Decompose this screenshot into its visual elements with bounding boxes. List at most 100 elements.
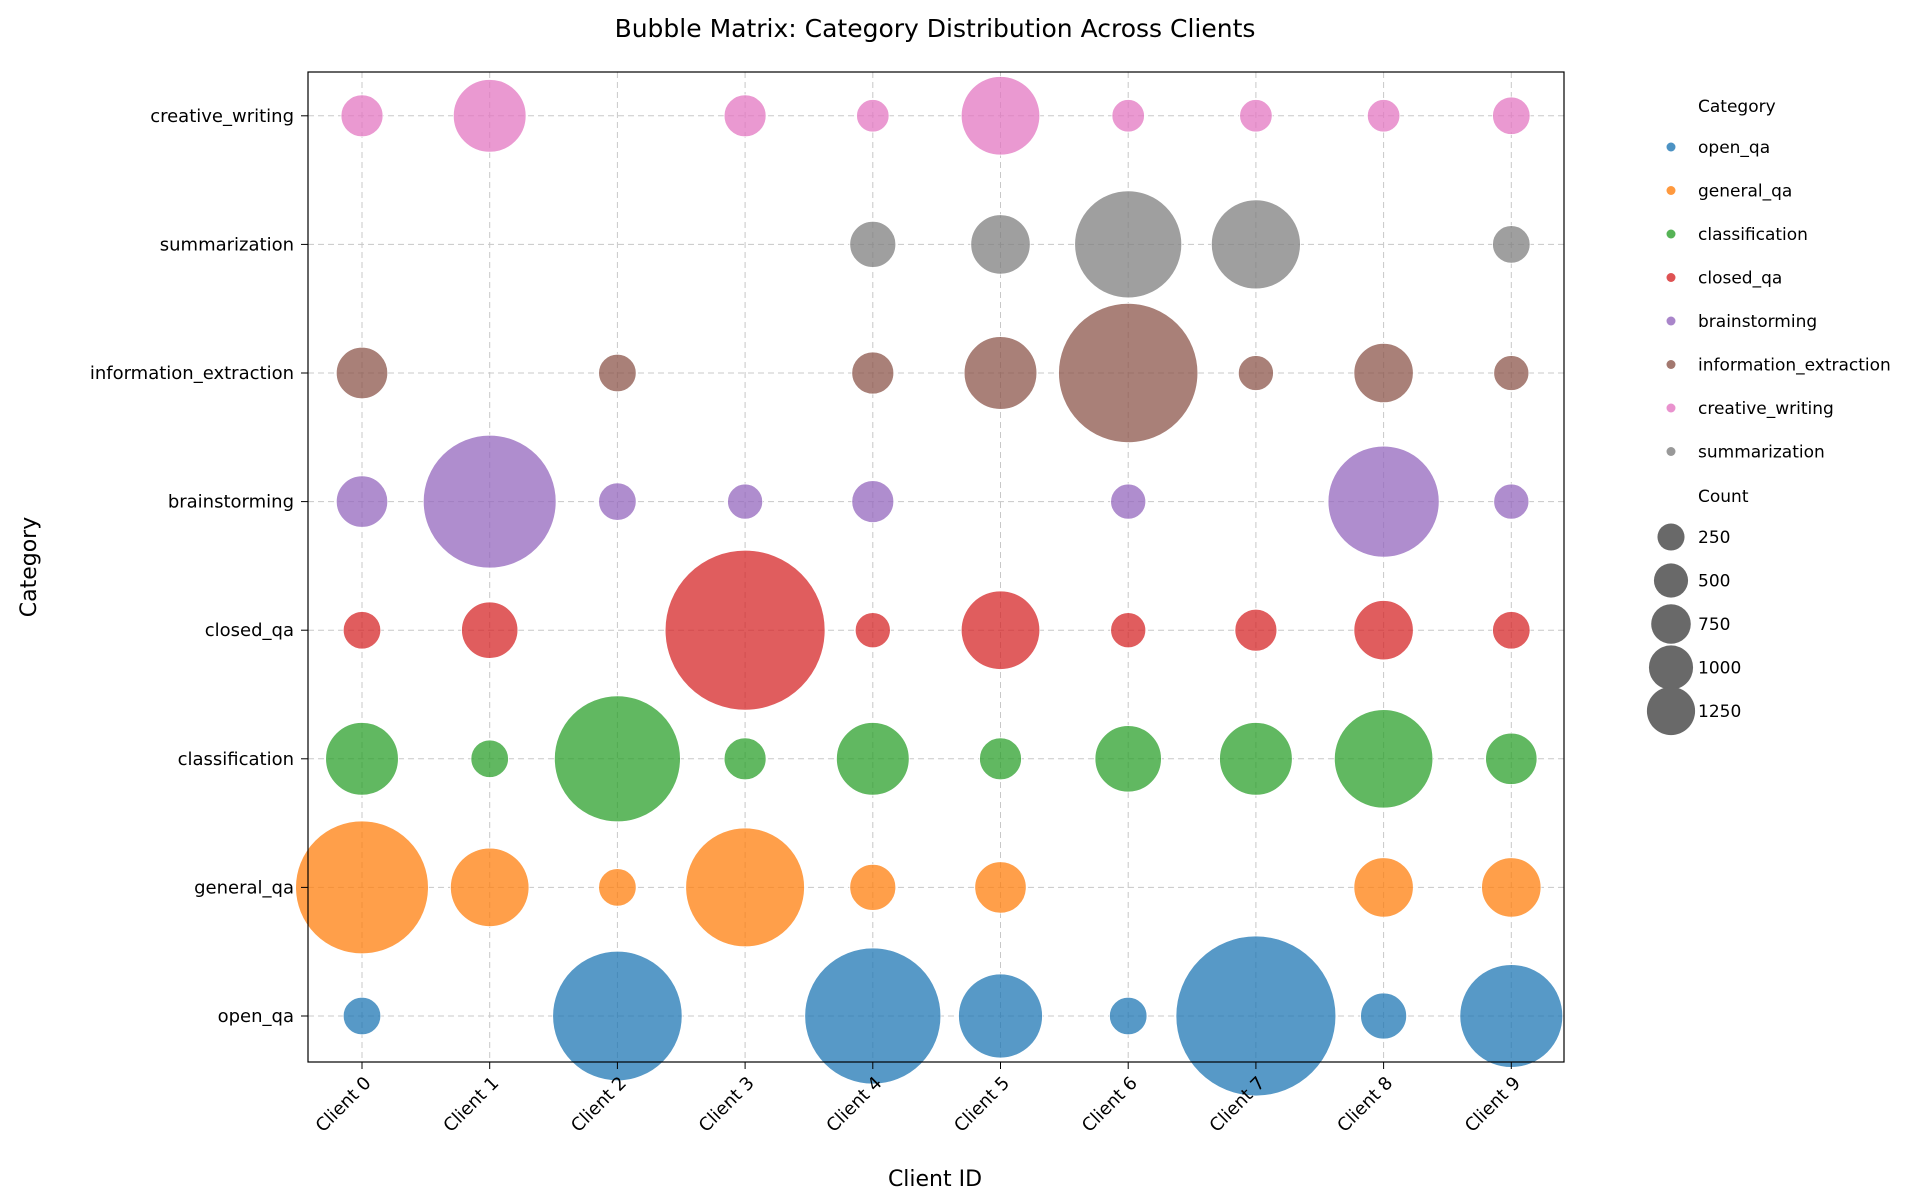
bubble-general-qa-client-3 (685, 827, 805, 948)
x-tick-label-client-0: Client 0 (312, 1073, 376, 1137)
x-tick-label-client-8: Client 8 (1333, 1073, 1397, 1137)
y-axis-label: Category (17, 517, 42, 618)
bubble-brainstorming-client-9 (1493, 483, 1530, 520)
bubble-information-extraction-client-6 (1058, 302, 1199, 444)
bubble-brainstorming-client-1 (422, 434, 557, 569)
legend-label-general-qa: general_qa (1698, 182, 1792, 202)
bubble-open-qa-client-8 (1360, 992, 1408, 1040)
legend-marker-creative-writing (1666, 403, 1676, 413)
bubble-closed-qa-client-6 (1110, 612, 1147, 649)
bubble-summarization-client-6 (1074, 190, 1183, 299)
bubble-summarization-client-4 (849, 220, 897, 268)
legend-size-label-500: 500 (1698, 572, 1730, 592)
y-tick-label-general-qa: general_qa (194, 877, 294, 898)
bubble-brainstorming-client-8 (1327, 445, 1440, 558)
legend-size-marker-750 (1651, 604, 1691, 644)
bubble-general-qa-client-8 (1353, 857, 1414, 918)
bubble-open-qa-client-9 (1459, 964, 1564, 1068)
y-tick-label-classification: classification (178, 749, 294, 770)
legend-label-classification: classification (1698, 225, 1808, 245)
bubble-information-extraction-client-5 (963, 336, 1038, 410)
bubble-creative-writing-client-3 (723, 94, 767, 138)
legend: Category open_qa general_qa classification… (1646, 97, 1891, 736)
bubble-general-qa-client-1 (450, 847, 530, 928)
y-tick-label-brainstorming: brainstorming (168, 492, 294, 513)
bubble-general-qa-client-5 (974, 861, 1027, 914)
legend-size-label-1000: 1000 (1698, 659, 1741, 679)
legend-size-marker-1250 (1646, 686, 1696, 736)
legend-marker-general-qa (1666, 186, 1676, 195)
y-tick-label-summarization: summarization (160, 234, 294, 255)
legend-size-marker-1000 (1648, 645, 1694, 690)
chart-title: Bubble Matrix: Category Distribution Acr… (615, 14, 1256, 43)
legend-size-label-250: 250 (1698, 528, 1730, 548)
x-tick-label-client-3: Client 3 (695, 1073, 759, 1137)
x-tick-label-client-4: Client 4 (822, 1073, 886, 1137)
plot-frame (307, 71, 1565, 1063)
legend-category-items: open_qa general_qa classification closed_qa… (1666, 138, 1891, 463)
legend-count-items: 250 500 750 1000 1250 (1646, 523, 1741, 736)
bubble-general-qa-client-4 (849, 863, 897, 911)
y-tick-label-open-qa: open_qa (218, 1006, 294, 1027)
bubble-creative-writing-client-7 (1239, 99, 1273, 133)
bubble-information-extraction-client-0 (335, 346, 389, 400)
x-tick-label-client-1: Client 1 (439, 1073, 503, 1137)
bubble-classification-client-6 (1094, 725, 1162, 793)
legend-category-title: Category (1698, 97, 1776, 117)
x-tick-label-client-9: Client 9 (1461, 1073, 1525, 1137)
bubble-closed-qa-client-9 (1492, 611, 1531, 650)
legend-marker-classification (1666, 229, 1676, 239)
bubble-closed-qa-client-7 (1234, 608, 1278, 652)
bubble-summarization-client-9 (1492, 225, 1531, 264)
legend-marker-summarization (1666, 447, 1676, 456)
bubble-marks (295, 76, 1564, 1097)
bubble-information-extraction-client-9 (1493, 355, 1530, 391)
bubble-brainstorming-client-6 (1110, 483, 1147, 520)
bubble-open-qa-client-4 (804, 947, 942, 1085)
bubble-open-qa-client-6 (1109, 996, 1148, 1036)
x-tick-label-client-5: Client 5 (950, 1073, 1014, 1137)
legend-label-brainstorming: brainstorming (1698, 312, 1817, 332)
legend-count-title: Count (1698, 487, 1749, 507)
bubble-classification-client-2 (554, 695, 681, 823)
bubble-general-qa-client-2 (598, 868, 637, 907)
y-tick-label-creative-writing: creative_writing (150, 106, 294, 127)
bubble-brainstorming-client-2 (598, 482, 637, 521)
x-tick-label-client-2: Client 2 (567, 1073, 631, 1137)
bubble-closed-qa-client-8 (1353, 600, 1414, 661)
legend-size-label-1250: 1250 (1698, 702, 1741, 722)
bubble-closed-qa-client-4 (854, 612, 891, 649)
bubble-open-qa-client-2 (552, 950, 683, 1082)
bubble-information-extraction-client-4 (851, 351, 895, 395)
bubble-closed-qa-client-3 (664, 549, 826, 711)
x-axis-ticks: Client 0 Client 1 Client 2 Client 3 Client 4… (312, 1062, 1525, 1137)
bubble-brainstorming-client-3 (727, 483, 764, 520)
bubble-open-qa-client-7 (1175, 935, 1337, 1097)
bubble-classification-client-9 (1485, 732, 1538, 785)
legend-size-label-750: 750 (1698, 615, 1730, 635)
bubble-information-extraction-client-7 (1237, 355, 1274, 391)
legend-marker-information-extraction (1666, 360, 1676, 369)
y-tick-label-closed-qa: closed_qa (205, 620, 294, 641)
bubble-classification-client-3 (723, 737, 767, 781)
bubble-general-qa-client-0 (295, 820, 429, 955)
y-axis-ticks: open_qa general_qa classification closed_qa… (90, 106, 308, 1027)
x-tick-label-client-6: Client 6 (1078, 1073, 1142, 1137)
bubble-closed-qa-client-5 (960, 590, 1041, 670)
legend-size-marker-250 (1657, 523, 1685, 551)
bubble-general-qa-client-9 (1481, 857, 1542, 918)
bubble-summarization-client-7 (1210, 199, 1301, 290)
bubble-creative-writing-client-1 (452, 79, 527, 153)
bubble-information-extraction-client-2 (598, 353, 637, 393)
bubble-brainstorming-client-4 (851, 480, 895, 524)
x-axis-label: Client ID (888, 1167, 982, 1192)
legend-label-open-qa: open_qa (1698, 138, 1770, 158)
bubble-closed-qa-client-0 (342, 611, 382, 650)
bubble-creative-writing-client-9 (1492, 96, 1531, 135)
legend-marker-closed-qa (1666, 273, 1676, 282)
bubble-creative-writing-client-5 (960, 76, 1041, 156)
y-tick-label-information-extraction: information_extraction (90, 363, 294, 384)
bubble-classification-client-1 (470, 739, 509, 778)
